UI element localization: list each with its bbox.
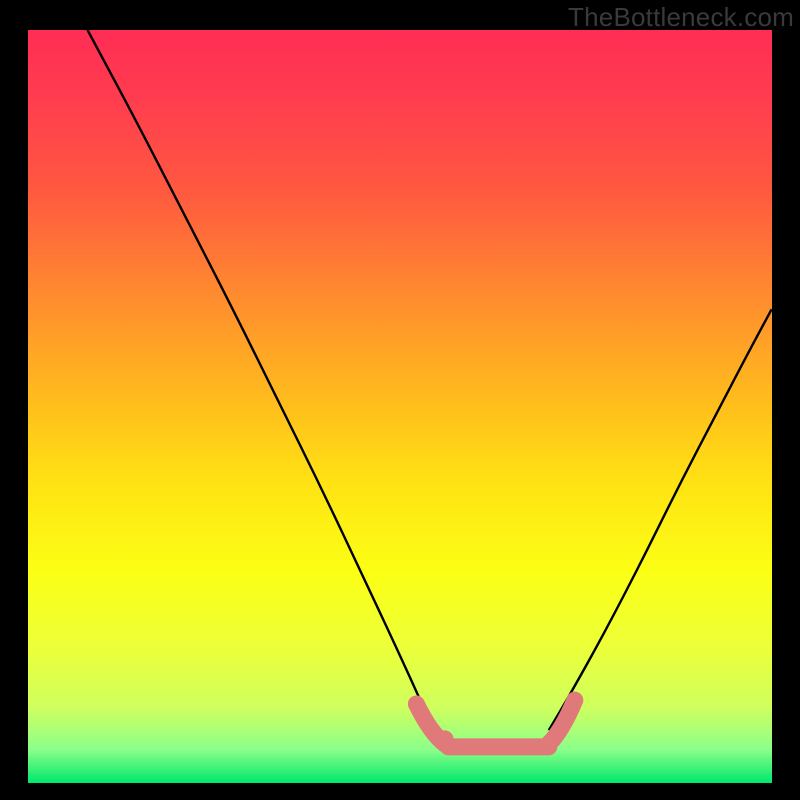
plot-area bbox=[28, 30, 772, 783]
curve-right-branch bbox=[549, 309, 772, 731]
curve-left-branch bbox=[88, 30, 434, 730]
outer-frame bbox=[0, 0, 800, 800]
highlight-dot bbox=[436, 730, 454, 748]
watermark-text: TheBottleneck.com bbox=[568, 2, 794, 33]
curve-layer bbox=[28, 30, 772, 783]
